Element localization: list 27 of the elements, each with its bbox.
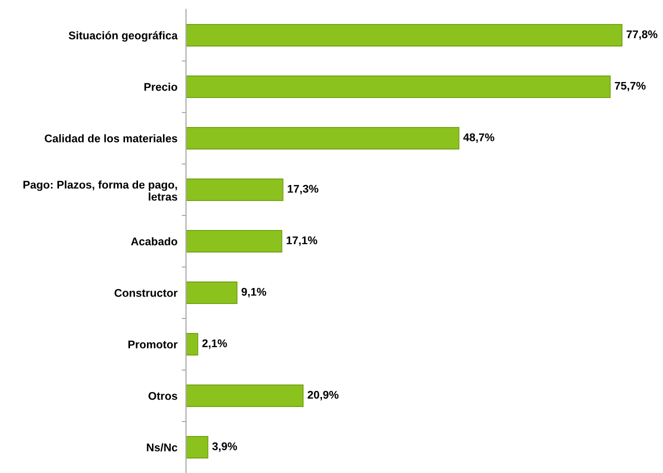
y-tick-label: Precio <box>144 82 178 91</box>
y-tick-label: Calidad de los materiales <box>44 134 178 142</box>
data-label: 17,1% <box>286 236 318 246</box>
bar <box>186 436 208 458</box>
data-label: 2,1% <box>202 339 227 349</box>
data-label: 75,7% <box>614 82 646 92</box>
y-tick-label: Constructor <box>114 289 178 297</box>
y-tick-label: Promotor <box>128 340 178 348</box>
bar <box>186 282 238 304</box>
bar <box>186 384 304 407</box>
bar <box>186 75 611 98</box>
y-tick-label: Otros <box>148 392 178 400</box>
data-label: 9,1% <box>242 288 266 298</box>
y-tick-label: Ns/Nc <box>146 443 178 452</box>
bar <box>186 126 460 150</box>
y-tick-label: Acabado <box>131 237 178 246</box>
y-tick-label: Situación geográfica <box>68 31 178 42</box>
y-tick-label: Pago: Plazos, forma de pago, letras <box>23 180 178 201</box>
data-label: 48,7% <box>463 133 494 143</box>
bar <box>186 230 282 252</box>
data-label: 17,3% <box>288 184 318 194</box>
bar <box>186 178 284 201</box>
data-label: 77,8% <box>626 30 658 40</box>
bar <box>186 333 198 356</box>
data-label: 3,9% <box>212 442 238 452</box>
data-label: 20,9% <box>308 390 339 400</box>
bar <box>186 24 622 46</box>
